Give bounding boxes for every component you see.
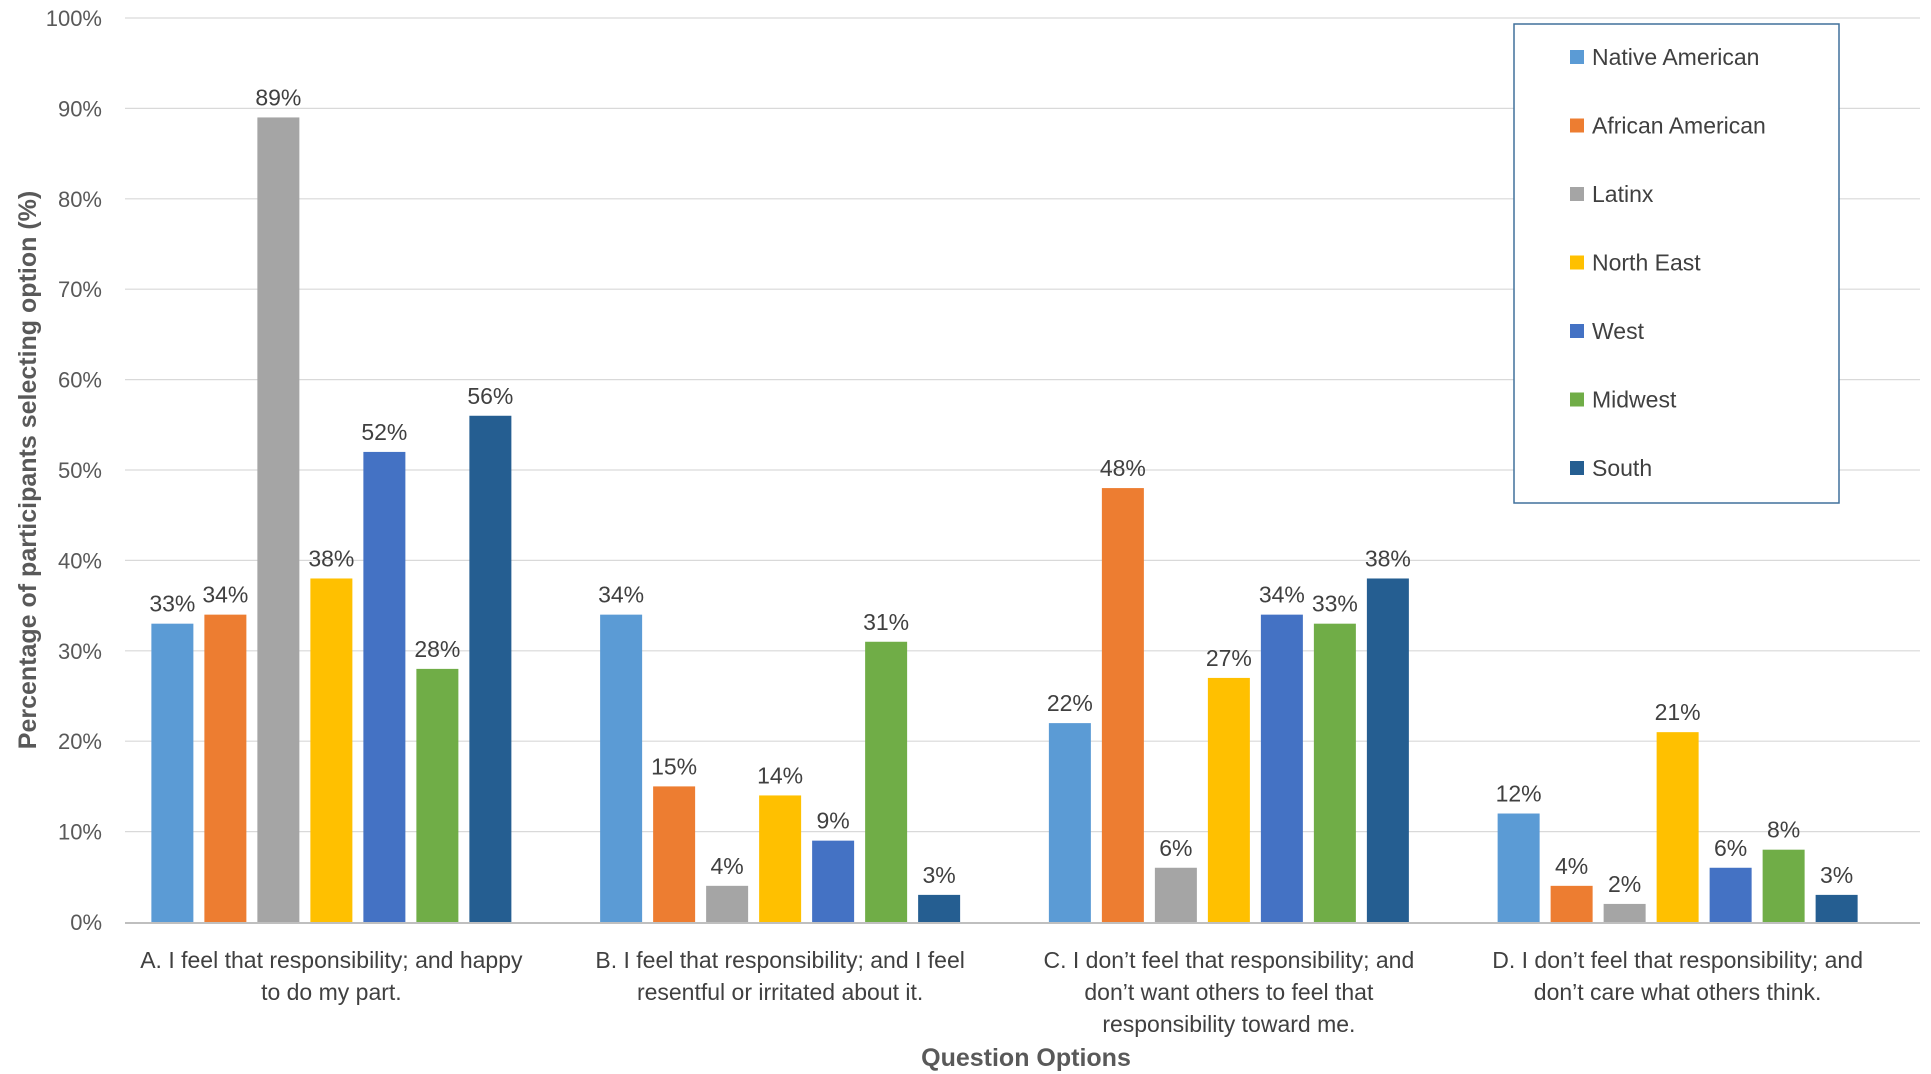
- bar: [1260, 614, 1303, 922]
- y-tick-label: 100%: [46, 6, 102, 31]
- data-label: 2%: [1608, 871, 1641, 897]
- data-label: 8%: [1767, 817, 1800, 843]
- data-label: 56%: [467, 383, 513, 409]
- legend-label: Midwest: [1592, 387, 1677, 413]
- x-category-label: D. I don’t feel that responsibility; and…: [1492, 947, 1863, 1005]
- bar: [1154, 867, 1197, 922]
- data-label: 3%: [1820, 862, 1853, 888]
- legend-swatch: [1570, 255, 1584, 270]
- data-label: 22%: [1047, 690, 1093, 716]
- data-label: 15%: [651, 753, 697, 779]
- data-label: 4%: [1555, 853, 1588, 879]
- bar: [918, 894, 961, 922]
- x-category-label: C. I don’t feel that responsibility; and…: [1043, 947, 1414, 1037]
- legend-label: North East: [1592, 250, 1701, 276]
- y-tick-label: 50%: [58, 458, 102, 483]
- data-label: 21%: [1655, 699, 1701, 725]
- bar: [653, 786, 696, 922]
- legend-swatch: [1570, 392, 1584, 407]
- bar: [257, 117, 300, 922]
- bar: [706, 885, 749, 922]
- data-label: 27%: [1206, 645, 1252, 671]
- legend-label: Latinx: [1592, 181, 1654, 207]
- bar: [865, 641, 908, 922]
- bar: [1366, 578, 1409, 922]
- y-tick-label: 40%: [58, 548, 102, 573]
- y-tick-label: 10%: [58, 820, 102, 845]
- data-label: 89%: [255, 84, 301, 110]
- x-axis-category-labels: A. I feel that responsibility; and happy…: [140, 947, 1863, 1037]
- y-tick-label: 0%: [70, 910, 102, 935]
- y-tick-label: 90%: [58, 96, 102, 121]
- data-label: 34%: [598, 582, 644, 608]
- data-labels: 33% 34% 22% 12% 34% 15% 48% 4% 89% 4% 6% 2% 38% 14% 27…: [149, 84, 1853, 896]
- data-label: 14%: [757, 762, 803, 788]
- data-label: 33%: [1312, 591, 1358, 617]
- legend-swatch: [1570, 50, 1584, 64]
- bar: [310, 578, 353, 922]
- bar: [759, 795, 802, 922]
- data-label: 12%: [1496, 781, 1542, 807]
- legend: Native American African American Latinx Nor…: [1513, 23, 1840, 504]
- bar: [1550, 885, 1593, 922]
- data-label: 31%: [863, 609, 909, 635]
- legend-label: Native American: [1592, 44, 1759, 70]
- data-label: 4%: [711, 853, 744, 879]
- bar: [363, 451, 406, 922]
- bar: [1207, 677, 1250, 922]
- bar: [1497, 813, 1540, 922]
- y-tick-label: 70%: [58, 277, 102, 302]
- legend-swatch: [1570, 187, 1584, 201]
- bar: [1709, 867, 1752, 922]
- data-label: 33%: [149, 591, 195, 617]
- data-label: 48%: [1100, 455, 1146, 481]
- data-label: 34%: [202, 582, 248, 608]
- bar: [1762, 849, 1805, 922]
- legend-label: African American: [1592, 113, 1766, 139]
- data-label: 38%: [1365, 545, 1411, 571]
- bar: [151, 623, 194, 922]
- bar: [204, 614, 247, 922]
- data-label: 3%: [923, 862, 956, 888]
- bar: [1603, 903, 1646, 922]
- bar: [600, 614, 643, 922]
- bar: [1815, 894, 1858, 922]
- bar: [416, 668, 459, 922]
- legend-box: [1513, 23, 1840, 504]
- legend-swatch: [1570, 118, 1584, 133]
- y-axis-title: Percentage of participants selecting opt…: [14, 191, 42, 749]
- y-tick-label: 80%: [58, 187, 102, 212]
- data-label: 6%: [1159, 835, 1192, 861]
- legend-swatch: [1570, 461, 1584, 475]
- legend-label: South: [1592, 455, 1652, 481]
- legend-swatch: [1570, 324, 1584, 338]
- bar: [812, 840, 855, 922]
- y-tick-label: 30%: [58, 639, 102, 664]
- data-label: 9%: [817, 808, 850, 834]
- x-axis-title: Question Options: [921, 1044, 1131, 1072]
- data-label: 28%: [414, 636, 460, 662]
- bar: [1656, 732, 1699, 922]
- x-category-label: B. I feel that responsibility; and I fee…: [595, 947, 964, 1005]
- y-tick-label: 60%: [58, 368, 102, 393]
- bars: [151, 117, 1858, 922]
- y-axis-ticks: 0% 10% 20% 30% 40% 50% 60% 70% 80% 90% 100%: [46, 6, 102, 935]
- bar: [1101, 488, 1144, 922]
- data-label: 38%: [308, 545, 354, 571]
- legend-label: West: [1592, 318, 1645, 344]
- data-label: 52%: [361, 419, 407, 445]
- data-label: 6%: [1714, 835, 1747, 861]
- bar: [1313, 623, 1356, 922]
- y-tick-label: 20%: [58, 729, 102, 754]
- bar: [1048, 723, 1091, 922]
- data-label: 34%: [1259, 582, 1305, 608]
- x-category-label: A. I feel that responsibility; and happy…: [140, 947, 523, 1005]
- bar: [469, 415, 512, 922]
